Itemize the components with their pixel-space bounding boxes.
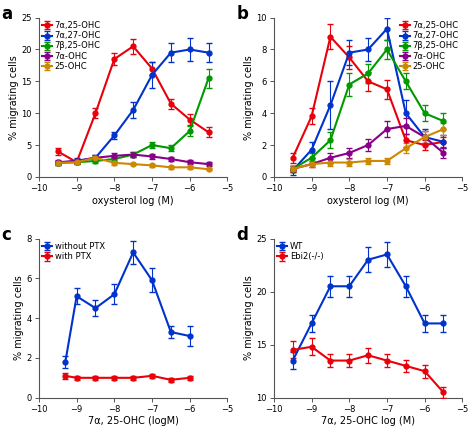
Legend: 7α,25-OHC, 7α,27-OHC, 7β,25-OHC, 7α-OHC, 25-OHC: 7α,25-OHC, 7α,27-OHC, 7β,25-OHC, 7α-OHC,…: [399, 19, 461, 73]
Y-axis label: % migrating cells: % migrating cells: [14, 276, 24, 360]
Y-axis label: % migrating cells: % migrating cells: [244, 276, 254, 360]
X-axis label: 7α, 25-OHC (logM): 7α, 25-OHC (logM): [88, 416, 179, 426]
Legend: without PTX, with PTX: without PTX, with PTX: [41, 240, 107, 263]
Text: b: b: [236, 5, 248, 23]
Legend: WT, Ebi2(-/-): WT, Ebi2(-/-): [275, 240, 325, 263]
Y-axis label: % migrating cells: % migrating cells: [9, 55, 19, 140]
Text: d: d: [236, 226, 248, 244]
Text: a: a: [1, 5, 12, 23]
Text: c: c: [1, 226, 11, 244]
X-axis label: 7α, 25-OHC log (M): 7α, 25-OHC log (M): [321, 416, 415, 426]
Legend: 7α,25-OHC, 7α,27-OHC, 7β,25-OHC, 7α-OHC, 25-OHC: 7α,25-OHC, 7α,27-OHC, 7β,25-OHC, 7α-OHC,…: [41, 19, 103, 73]
X-axis label: oxysterol log (M): oxysterol log (M): [92, 196, 174, 206]
X-axis label: oxysterol log (M): oxysterol log (M): [327, 196, 409, 206]
Y-axis label: % migrating cells: % migrating cells: [244, 55, 254, 140]
